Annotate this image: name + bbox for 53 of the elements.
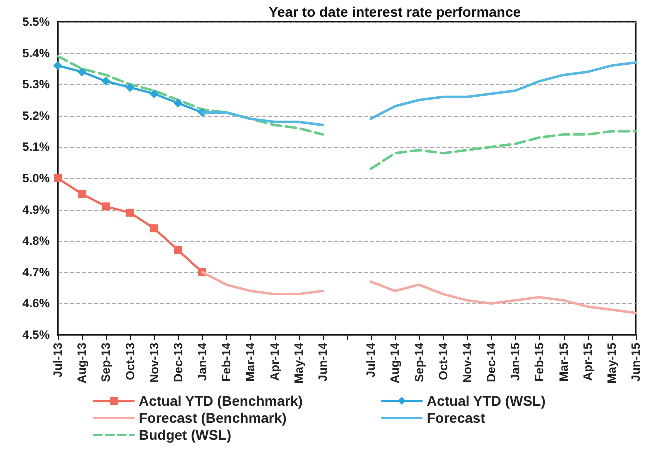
point	[150, 224, 158, 233]
point	[126, 83, 135, 92]
y-tick-label: 5.1%	[22, 140, 50, 154]
x-tick-label: Jul-14	[364, 342, 378, 378]
x-tick-label: Jan-14	[196, 342, 210, 382]
y-tick-label: 5.2%	[22, 108, 50, 123]
point	[78, 68, 87, 77]
y-tick-label: 4.9%	[22, 202, 50, 217]
point	[102, 202, 110, 211]
y-tick-label: 5.4%	[22, 46, 50, 60]
x-tick-label: May-15	[604, 342, 619, 384]
x-tick-label: Dec-14	[484, 342, 498, 382]
point	[126, 208, 134, 217]
x-tick-label: Dec-13	[171, 342, 186, 382]
x-tick-label: Sep-13	[99, 342, 114, 382]
x-tick-label: Oct-14	[436, 342, 450, 380]
x-tick-label: Apr-15	[580, 342, 595, 382]
x-tick-label: Jun-14	[316, 342, 330, 382]
legend-label: Budget (WSL)	[139, 427, 232, 443]
x-tick-label: Jan-15	[508, 342, 523, 382]
x-tick-label: Feb-14	[220, 342, 234, 382]
point	[54, 61, 62, 70]
x-tick-label: Nov-14	[460, 342, 474, 384]
y-tick-label: 4.6%	[22, 296, 50, 311]
chart-title: Year to date interest rate performance	[268, 4, 522, 20]
point	[150, 89, 159, 98]
y-tick-label: 5.3%	[22, 78, 50, 92]
x-tick-label: Oct-13	[123, 342, 138, 380]
x-tick-label: Sep-14	[412, 342, 426, 382]
x-tick-label: May-14	[292, 342, 306, 384]
y-tick-label: 4.8%	[22, 234, 50, 248]
point	[102, 76, 111, 86]
x-tick-label: Feb-15	[532, 342, 547, 382]
legend-label: Actual YTD (Benchmark)	[139, 393, 303, 409]
legend-label: Actual YTD (WSL)	[427, 393, 546, 409]
x-tick-label: Mar-14	[244, 342, 258, 382]
y-tick-label: 5.0%	[22, 172, 50, 186]
point	[54, 174, 62, 182]
legend-label: Forecast (Benchmark)	[139, 410, 287, 426]
x-tick-label: Mar-15	[556, 342, 571, 382]
y-tick-label: 5.5%	[22, 15, 50, 29]
point	[174, 246, 182, 254]
x-tick-label: Aug-14	[388, 342, 402, 384]
point	[78, 190, 86, 198]
x-tick-label: Apr-14	[268, 342, 282, 382]
x-tick-label: Nov-13	[147, 342, 162, 384]
point	[174, 98, 183, 108]
x-tick-label: Jun-15	[629, 342, 643, 382]
x-tick-label: Jul-13	[51, 342, 65, 378]
x-tick-label: Aug-13	[75, 342, 90, 384]
y-tick-label: 4.7%	[22, 265, 50, 280]
y-tick-label: 4.5%	[22, 328, 50, 342]
legend-label: Forecast	[427, 410, 486, 426]
